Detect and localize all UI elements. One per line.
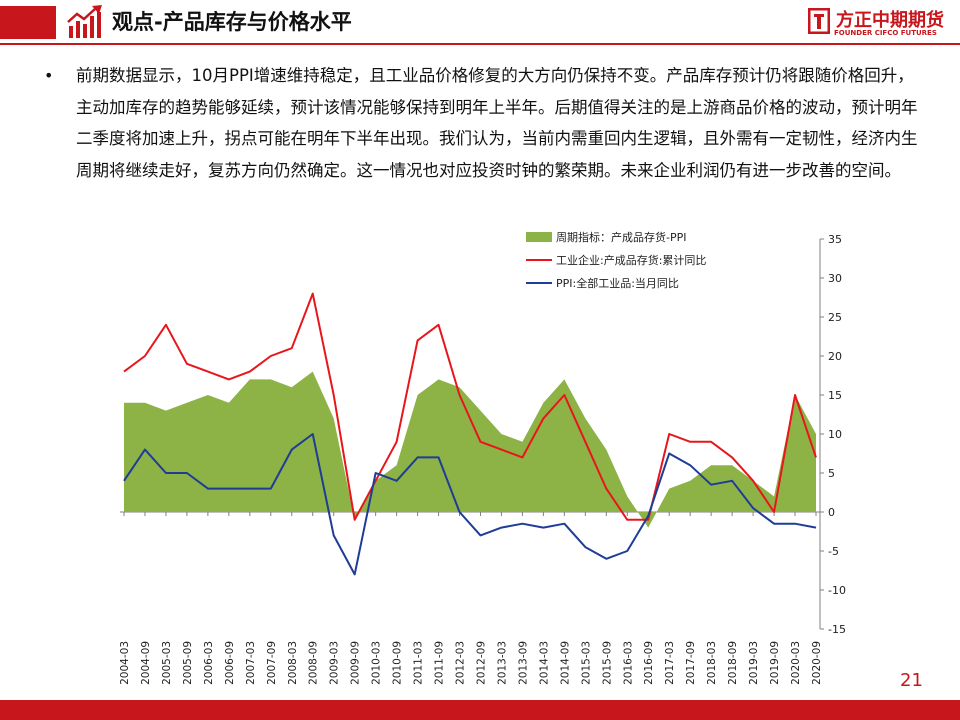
legend-label-blue: PPI:全部工业品:当月同比: [556, 276, 679, 290]
header-accent-bar: [0, 6, 56, 39]
x-tick-label: 2009-03: [329, 641, 341, 685]
growth-chart-icon: [67, 5, 102, 38]
x-tick-label: 2012-03: [455, 641, 467, 685]
x-tick-label: 2014-03: [538, 641, 550, 685]
x-tick-label: 2008-09: [308, 641, 320, 685]
chart: 35 30 25 20 15 10 5 0 -5 -10 -15 2004-03 2004-09 2005…: [119, 230, 846, 685]
y-tick-label: 5: [828, 467, 835, 480]
x-tick-label: 2006-09: [224, 641, 236, 685]
x-tick-label: 2007-09: [266, 641, 278, 685]
x-tick-label: 2015-03: [580, 641, 592, 685]
page-title: 观点-产品库存与价格水平: [112, 10, 352, 34]
x-tick-label: 2019-03: [748, 641, 760, 685]
x-tick-label: 2013-03: [496, 641, 508, 685]
x-tick-label: 2014-09: [559, 641, 571, 685]
legend-label-area: 周期指标：产成品存货-PPI: [556, 230, 686, 244]
page-number: 21: [900, 670, 923, 691]
x-tick-label: 2013-09: [517, 641, 529, 685]
x-tick-label: 2008-03: [287, 641, 299, 685]
x-tick-label: 2020-09: [811, 641, 823, 685]
x-tick-label: 2017-03: [664, 641, 676, 685]
x-tick-label: 2012-09: [475, 641, 487, 685]
footer-bar: [0, 700, 960, 720]
series-area-cycle-indicator: [124, 371, 816, 528]
x-tick-label: 2017-09: [685, 641, 697, 685]
series-line-inventory-yoy: [123, 292, 817, 521]
series-line-ppi-yoy: [123, 433, 817, 576]
y-tick-label: 15: [828, 389, 842, 402]
x-tick-label: 2011-09: [434, 641, 446, 685]
x-tick-label: 2006-03: [203, 641, 215, 685]
y-tick-label: 10: [828, 428, 842, 441]
x-tick-label: 2018-03: [706, 641, 718, 685]
x-tick-label: 2007-03: [245, 641, 257, 685]
legend-swatch-area: [526, 232, 552, 242]
header: 观点-产品库存与价格水平 方正中期期货 FOUNDER CIFCO FUTURE…: [0, 0, 960, 45]
x-tick-label: 2010-03: [371, 641, 383, 685]
y-tick-label: -5: [828, 545, 839, 558]
y-tick-label: -10: [828, 584, 846, 597]
logo-english-name: FOUNDER CIFCO FUTURES: [834, 29, 937, 37]
company-logo: 方正中期期货 FOUNDER CIFCO FUTURES: [808, 6, 950, 40]
y-tick-label: 30: [828, 272, 842, 285]
y-tick-label: -15: [828, 623, 846, 636]
y-tick-label: 20: [828, 350, 842, 363]
x-tick-label: 2018-09: [727, 641, 739, 685]
y-tick-label: 25: [828, 311, 842, 324]
logo-chinese-name: 方正中期期货: [836, 10, 944, 31]
x-tick-label: 2004-03: [119, 641, 131, 685]
x-tick-label: 2005-03: [161, 641, 173, 685]
x-tick-label: 2009-09: [350, 641, 362, 685]
y-tick-label: 35: [828, 233, 842, 246]
x-tick-label: 2005-09: [182, 641, 194, 685]
x-tick-label: 2004-09: [140, 641, 152, 685]
x-tick-label: 2020-03: [790, 641, 802, 685]
legend-label-red: 工业企业:产成品存货:累计同比: [556, 253, 706, 267]
x-tick-label: 2016-03: [622, 641, 634, 685]
x-tick-label: 2015-09: [601, 641, 613, 685]
x-tick-label: 2016-09: [643, 641, 655, 685]
y-tick-label: 0: [828, 506, 835, 519]
logo-mark-icon: [808, 8, 830, 34]
x-tick-label: 2011-03: [413, 641, 425, 685]
x-tick-label: 2010-09: [392, 641, 404, 685]
bullet-marker: •: [44, 66, 54, 85]
x-tick-label: 2019-09: [769, 641, 781, 685]
header-divider: [0, 43, 960, 45]
body-paragraph: 前期数据显示，10月PPI增速维持稳定，且工业品价格修复的大方向仍保持不变。产品…: [76, 66, 918, 180]
